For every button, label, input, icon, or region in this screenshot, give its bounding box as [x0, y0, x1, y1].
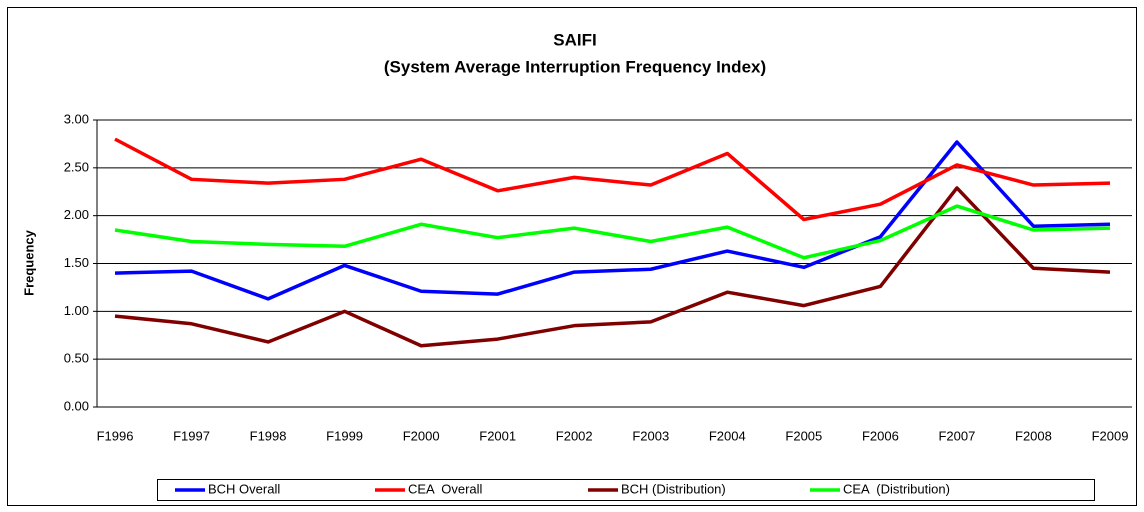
series-line: [114, 140, 1111, 301]
x-tick-label: F2009: [1092, 428, 1129, 443]
chart-border: [7, 7, 1137, 506]
x-tick-label: F1996: [97, 428, 134, 443]
legend-label: BCH (Distribution): [621, 481, 726, 496]
legend-label: CEA Overall: [408, 481, 483, 496]
y-tick-label: 1.50: [64, 255, 89, 270]
x-tick-label: F1997: [173, 428, 210, 443]
series-line: [114, 137, 1111, 222]
y-tick-label: 0.50: [64, 351, 89, 366]
x-tick-label: F2000: [403, 428, 440, 443]
x-tick-label: F2005: [785, 428, 822, 443]
y-tick-label: 1.00: [64, 303, 89, 318]
x-tick-label: F1998: [250, 428, 287, 443]
x-tick-label: F2001: [479, 428, 516, 443]
x-tick-label: F1999: [326, 428, 363, 443]
x-tick-label: F2007: [938, 428, 975, 443]
y-tick-label: 2.00: [64, 207, 89, 222]
x-tick-label: F2002: [556, 428, 593, 443]
x-tick-label: F2006: [862, 428, 899, 443]
series-line: [114, 204, 1111, 260]
x-tick-label: F2003: [632, 428, 669, 443]
x-tick-label: F2004: [709, 428, 746, 443]
legend-label: BCH Overall: [208, 481, 280, 496]
series-line: [114, 186, 1111, 348]
y-tick-label: 0.00: [64, 398, 89, 413]
y-tick-label: 2.50: [64, 159, 89, 174]
legend-box: [157, 479, 1095, 501]
x-tick-label: F2008: [1015, 428, 1052, 443]
legend-label: CEA (Distribution): [843, 481, 950, 496]
chart-subtitle: (System Average Interruption Frequency I…: [384, 57, 766, 76]
y-tick-label: 3.00: [64, 111, 89, 126]
y-axis-label: Frequency: [21, 229, 36, 296]
chart-title: SAIFI: [553, 30, 596, 49]
